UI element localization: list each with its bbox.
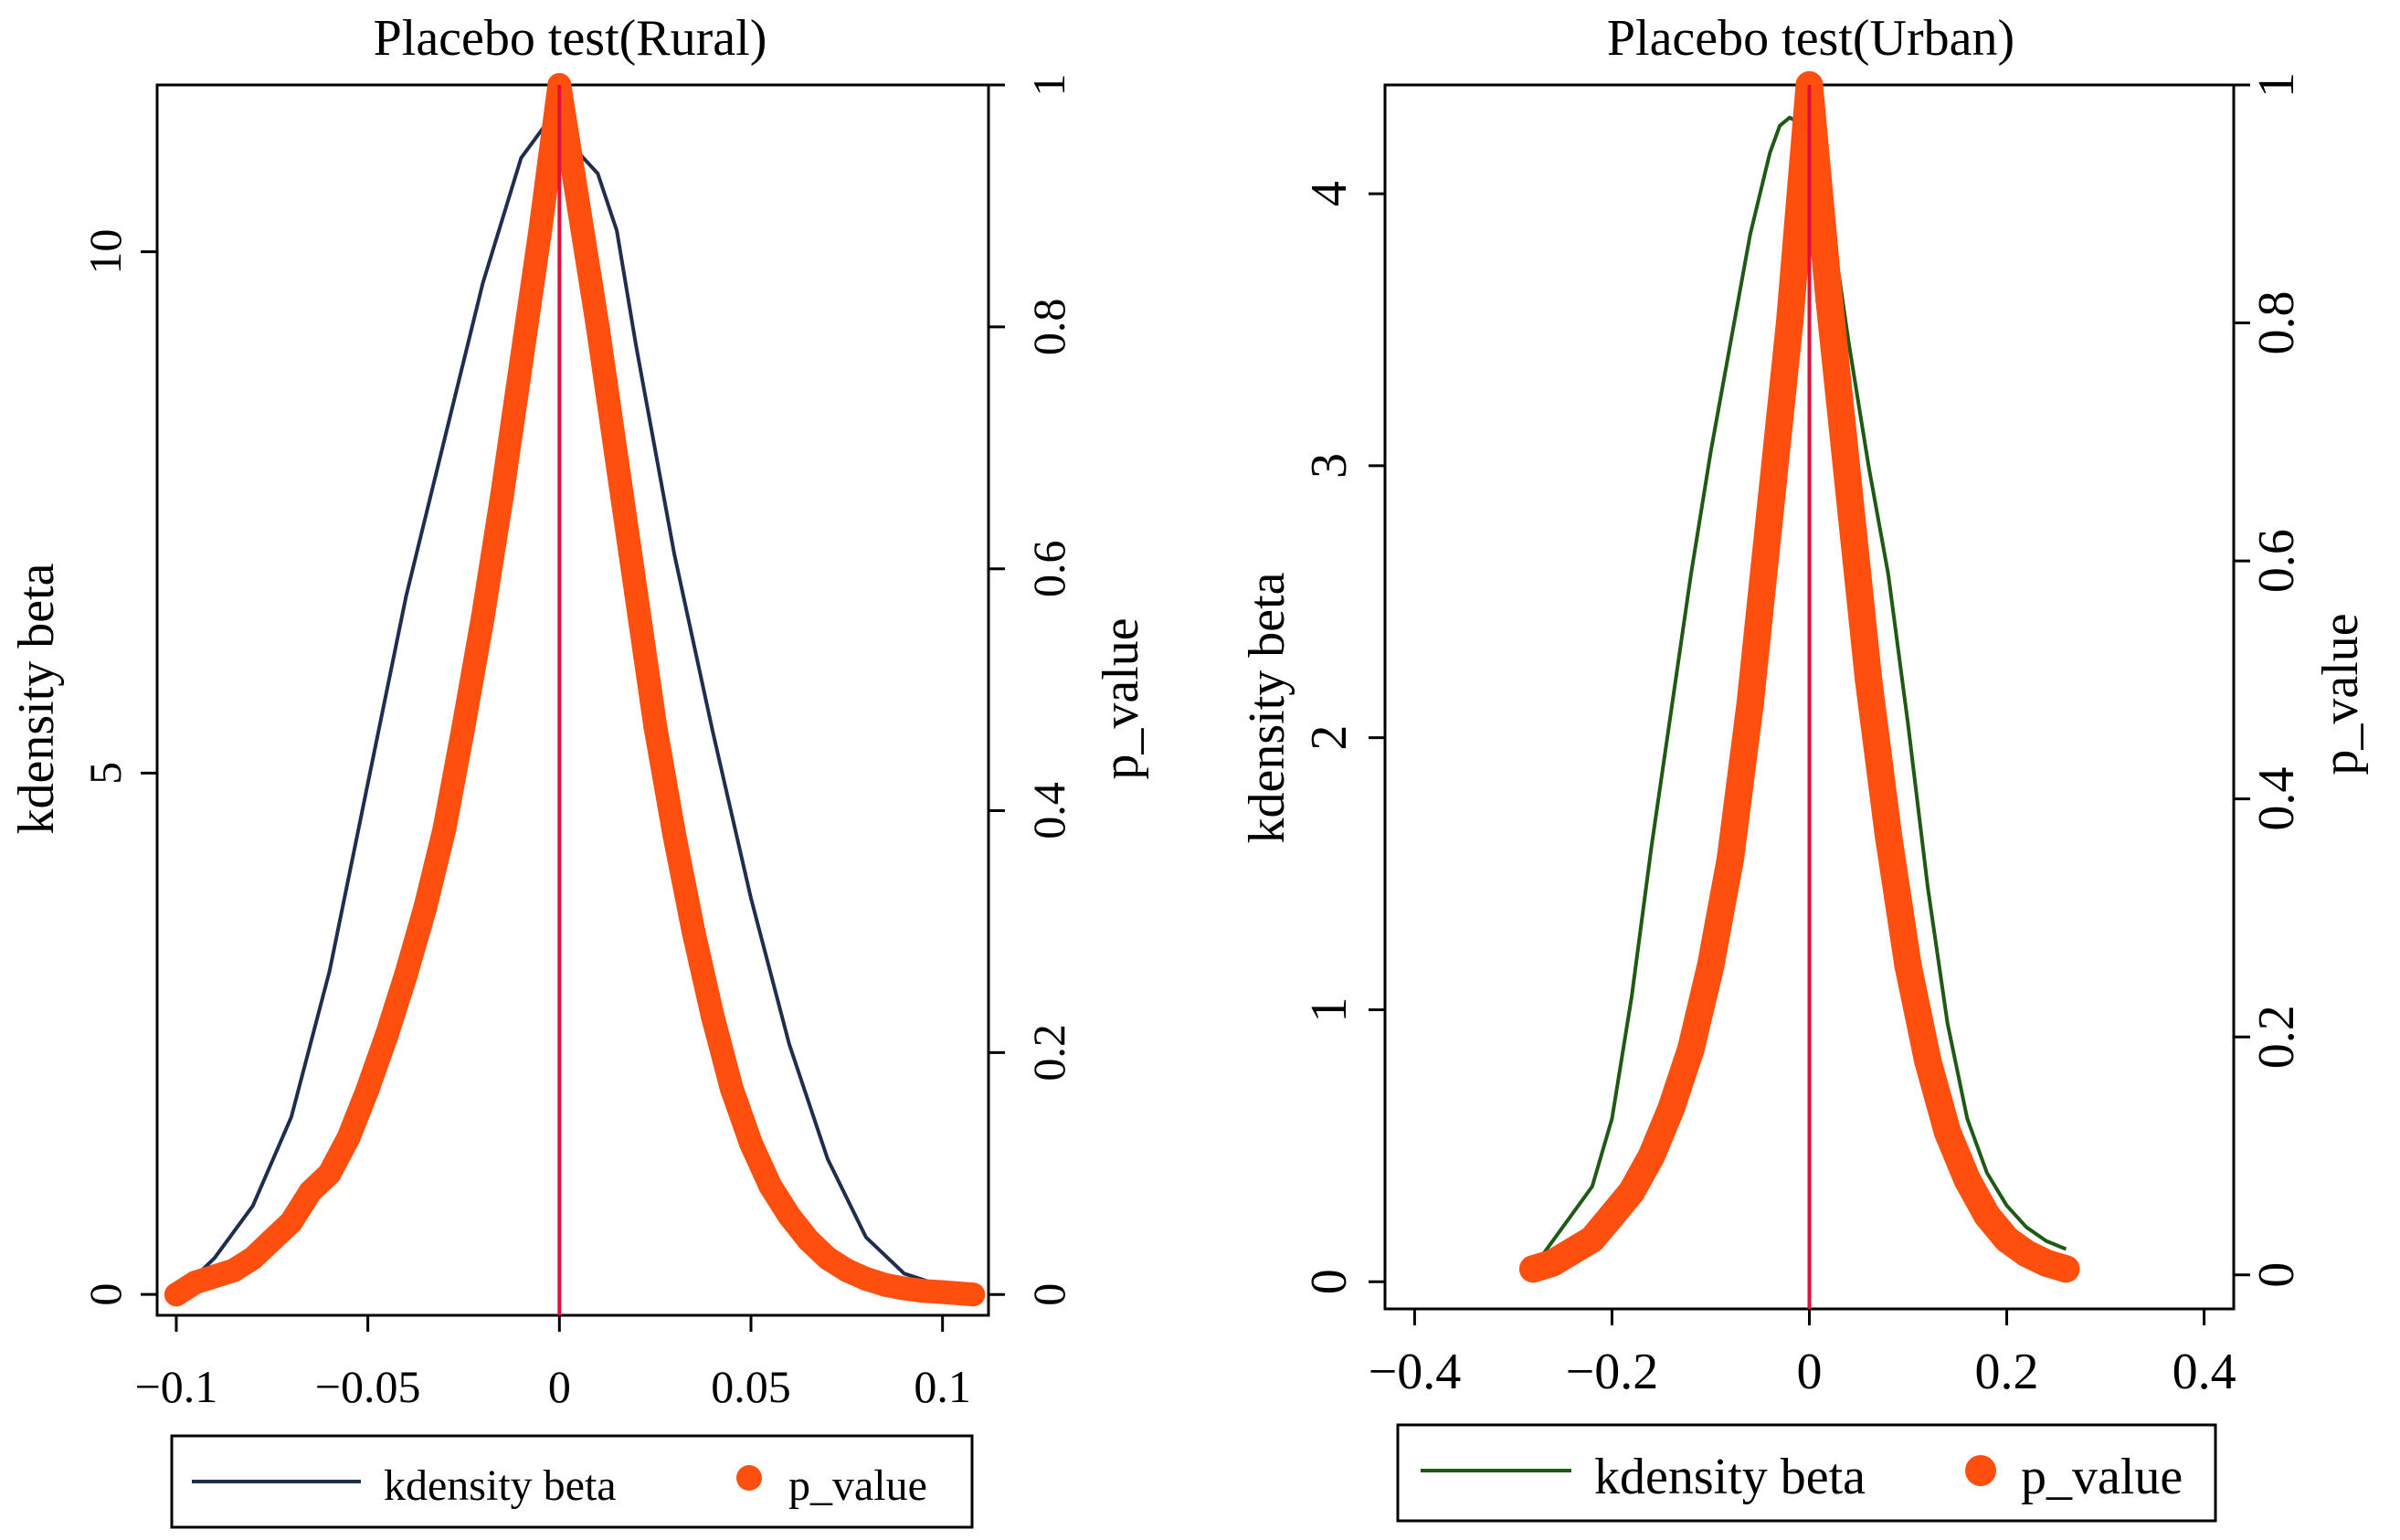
y-left-axis-label: kdensity beta (8, 563, 65, 834)
x-tick-label: −0.05 (315, 1361, 421, 1412)
y-left-tick-label: 10 (79, 229, 131, 275)
y-right-tick-label: 0.6 (2248, 529, 2305, 593)
y-left-tick-label: 0 (79, 1283, 131, 1306)
legend-pvalue-marker (736, 1465, 762, 1491)
x-tick-label: −0.4 (1369, 1344, 1462, 1400)
legend-kdensity-label: kdensity beta (1594, 1449, 1866, 1505)
x-tick-label: −0.1 (135, 1361, 218, 1412)
y-left-axis-label: kdensity beta (1239, 572, 1295, 843)
x-tick-label: 0 (548, 1361, 571, 1412)
legend-kdensity-label: kdensity beta (384, 1461, 617, 1510)
legend-box (1396, 1423, 2217, 1523)
chart-panel-rural: Placebo test(Rural) −0.1 −0.05 0 0.05 0.1 0 5 1… (8, 10, 1149, 1529)
chart-title: Placebo test(Rural) (374, 10, 767, 67)
chart-title: Placebo test(Urban) (1607, 10, 2014, 67)
p-value-band (164, 73, 986, 1307)
y-right-tick-label: 0.2 (2248, 1005, 2305, 1069)
legend-pvalue-label: p_value (788, 1461, 927, 1510)
legend: kdensity beta p_value (170, 1434, 974, 1529)
legend-pvalue-label: p_value (2021, 1449, 2183, 1505)
y-right-tick-label: 1 (1023, 74, 1074, 97)
legend-pvalue-marker (1965, 1455, 1996, 1486)
chart-panel-urban: Placebo test(Urban) −0.4 −0.2 0 0.2 0.4 0 1 2 3 4… (1239, 10, 2369, 1523)
kdensity-line (186, 120, 974, 1292)
legend: kdensity beta p_value (1396, 1423, 2217, 1523)
y-right-tick-label: 0.8 (2248, 291, 2305, 355)
y-left-tick-label: 1 (1301, 997, 1358, 1022)
y-left-tick-label: 2 (1301, 725, 1358, 751)
y-right-tick-label: 0 (1023, 1283, 1074, 1306)
y-right-tick-label: 0.2 (1023, 1024, 1074, 1081)
y-left-tick-label: 0 (1301, 1269, 1358, 1294)
x-tick-label: 0.1 (914, 1361, 971, 1412)
x-tick-label: 0.2 (1975, 1344, 2039, 1400)
x-tick-label: 0 (1797, 1344, 1823, 1400)
y-right-tick-label: 0 (2248, 1262, 2305, 1288)
p-value-band (1519, 71, 2080, 1283)
y-left-tick-label: 3 (1301, 453, 1358, 479)
y-right-tick-label: 0.6 (1023, 540, 1074, 597)
y-left-tick-label: 4 (1301, 181, 1358, 206)
plot-area-frame (155, 83, 990, 1317)
x-tick-label: 0.05 (711, 1361, 791, 1412)
y-right-tick-label: 0.4 (2248, 767, 2305, 831)
y-right-tick-label: 0.4 (1023, 782, 1074, 839)
y-left-tick-label: 5 (79, 762, 131, 785)
y-right-axis-label: p_value (1093, 617, 1149, 779)
x-tick-label: 0.4 (2173, 1344, 2236, 1400)
x-tick-label: −0.2 (1566, 1344, 1659, 1400)
y-right-axis-label: p_value (2312, 613, 2369, 775)
y-right-tick-label: 0.8 (1023, 299, 1074, 356)
y-right-tick-label: 1 (2248, 72, 2305, 98)
